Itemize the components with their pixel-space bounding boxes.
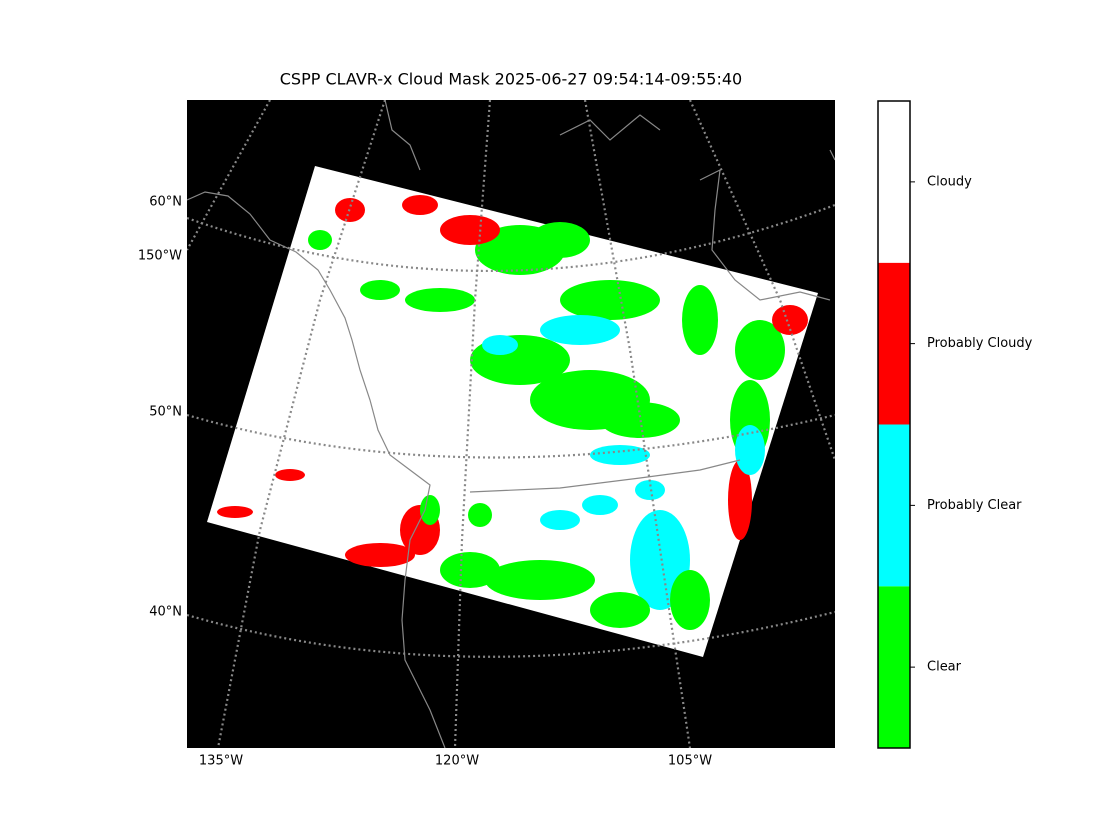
coastline <box>187 191 446 748</box>
pixel-cluster <box>590 445 650 465</box>
pixel-cluster <box>360 280 400 300</box>
pixel-cluster <box>540 510 580 530</box>
colorbar-label: Probably Clear <box>927 498 1022 513</box>
colorbar-segment <box>878 586 910 748</box>
pixel-cluster <box>772 305 808 335</box>
colorbar-frame <box>877 100 911 749</box>
lon-label: 105°W <box>668 754 712 769</box>
graticule <box>453 100 492 748</box>
graticule <box>187 100 271 251</box>
pixel-cluster <box>600 402 680 438</box>
lon-label: 135°W <box>199 754 243 769</box>
graticule <box>216 100 387 748</box>
colorbar: Clear Probably Clear Probably Cloudy Cloudy <box>877 100 1033 749</box>
graticule <box>187 413 835 459</box>
colorbar-segment <box>878 262 910 425</box>
pixel-cluster <box>670 570 710 630</box>
colorbar-label: Cloudy <box>927 174 972 189</box>
pixel-cluster <box>440 552 500 588</box>
map-content <box>187 100 835 748</box>
lat-label: 50°N <box>149 405 182 420</box>
pixel-cluster <box>590 592 650 628</box>
pixel-cluster <box>530 222 590 258</box>
pixel-cluster <box>275 469 305 481</box>
lon-label: 150°W <box>138 249 182 264</box>
colorbar-segment <box>878 101 910 263</box>
pixel-cluster <box>560 280 660 320</box>
pixel-cluster <box>345 543 415 567</box>
lat-label: 60°N <box>149 195 182 210</box>
colorbar-label: Probably Cloudy <box>927 336 1033 351</box>
cloud-mask-pixels <box>217 195 808 630</box>
colorbar-segment <box>878 424 910 587</box>
title: CSPP CLAVR-x Cloud Mask 2025-06-27 09:54… <box>280 70 742 89</box>
coastline <box>384 100 835 493</box>
lon-label: 120°W <box>435 754 479 769</box>
pixel-cluster <box>405 288 475 312</box>
graticule <box>187 610 835 658</box>
pixel-cluster <box>735 425 765 475</box>
pixel-cluster <box>482 335 518 355</box>
pixel-cluster <box>728 460 752 540</box>
pixel-cluster <box>540 315 620 345</box>
pixel-cluster <box>682 285 718 355</box>
pixel-cluster <box>735 320 785 380</box>
pixel-cluster <box>217 506 253 518</box>
pixel-cluster <box>582 495 618 515</box>
colorbar-label: Clear <box>927 660 962 675</box>
pixel-cluster <box>402 195 438 215</box>
lat-label: 40°N <box>149 605 182 620</box>
pixel-cluster <box>468 503 492 527</box>
pixel-cluster <box>420 495 440 525</box>
pixel-cluster <box>485 560 595 600</box>
pixel-cluster <box>440 215 500 245</box>
pixel-cluster <box>308 230 332 250</box>
